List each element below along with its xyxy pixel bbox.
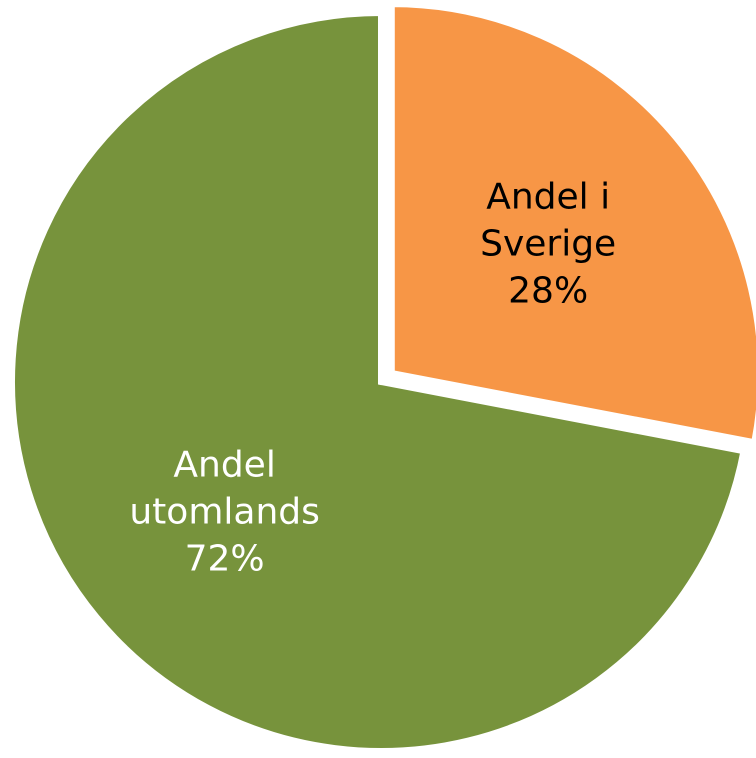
slice-percent-label: 28% [508,271,588,312]
pie-slice-2 [9,9,747,754]
pie-slice-1 [388,1,756,446]
slice-category-label: Andel i [486,177,610,218]
slice-category-label: Sverige [480,224,616,265]
pie-slice-label-1: Andel i Sverige 28% [480,177,616,312]
slice-category-label: utomlands [129,491,320,532]
pie-slice-label-2: Andel utomlands 72% [129,444,320,579]
slice-category-label: Andel [173,444,275,485]
slice-percent-label: 72% [185,538,265,579]
